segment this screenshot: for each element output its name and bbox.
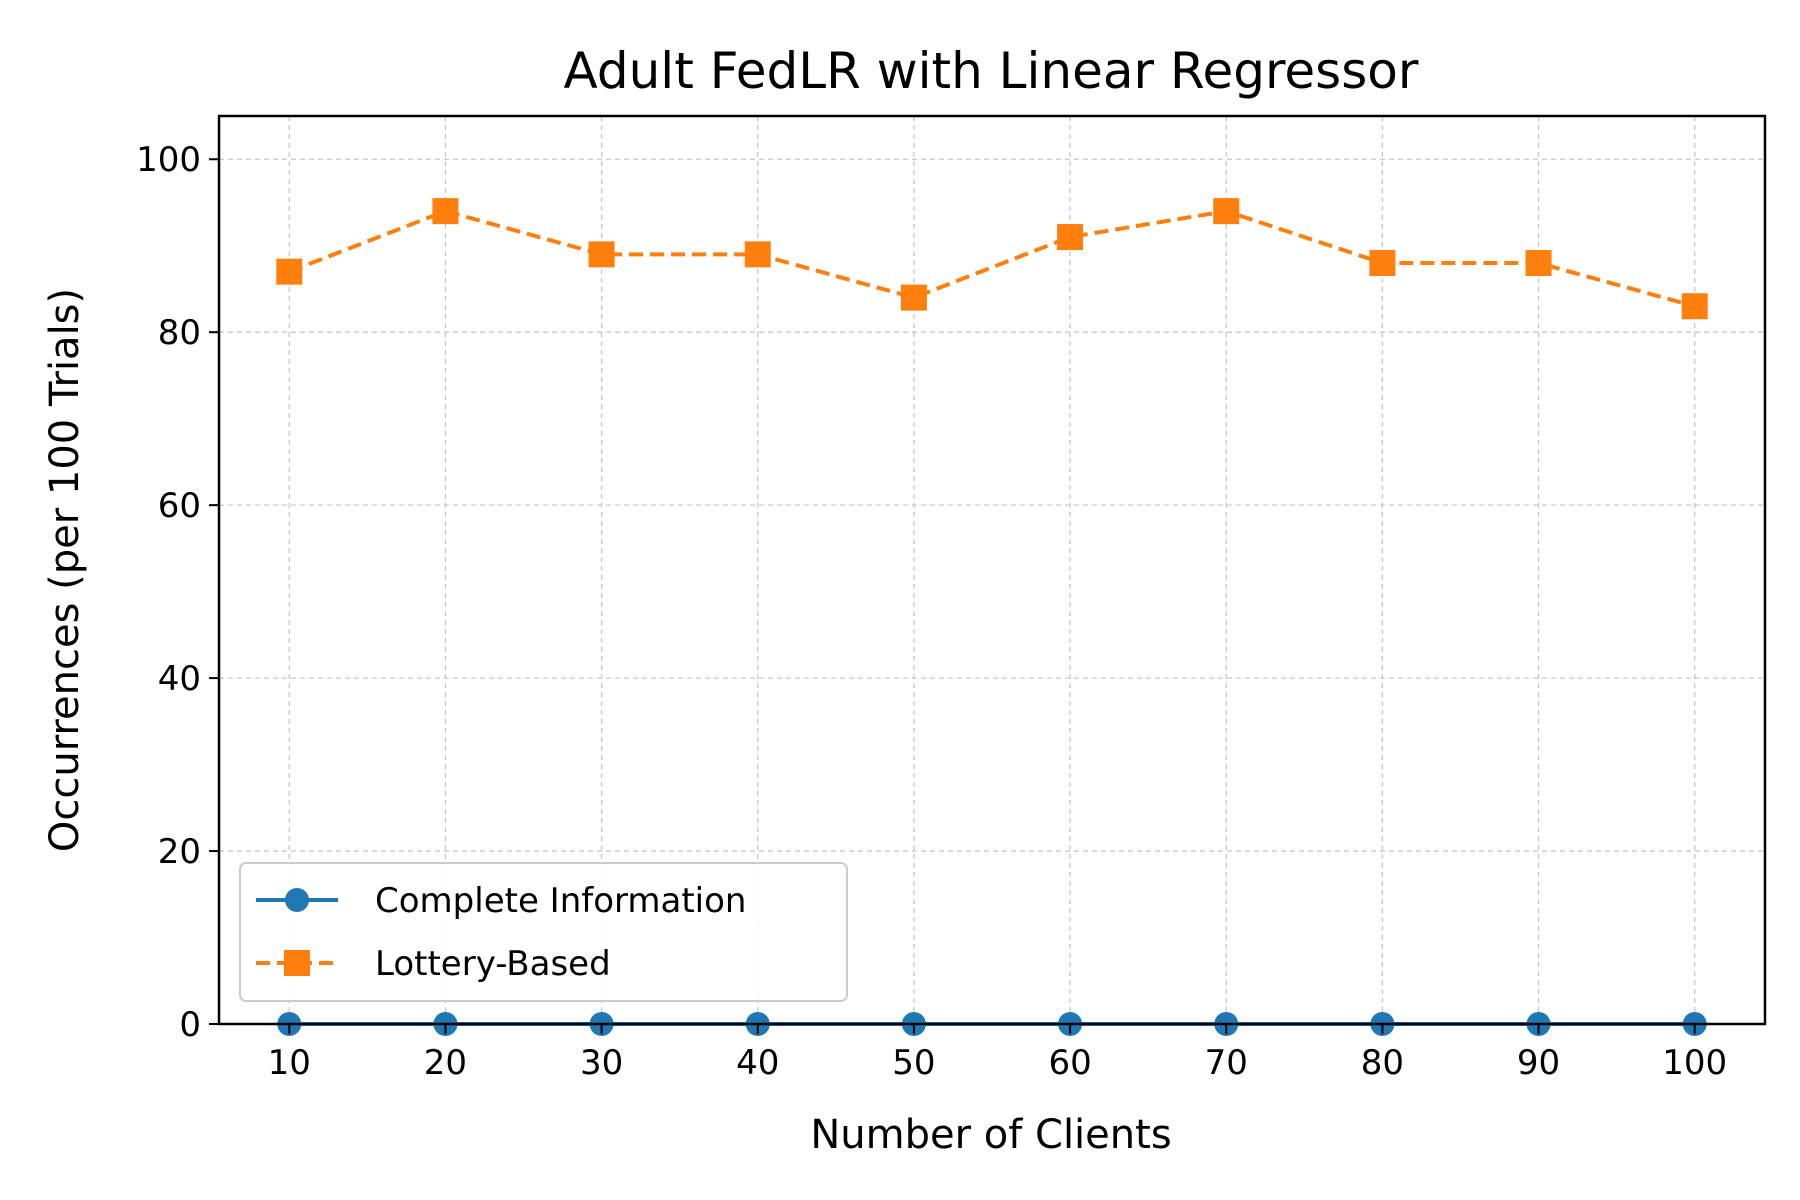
x-axis-label: Number of Clients: [810, 1112, 1171, 1158]
data-point-lottery-based: [432, 198, 459, 225]
legend-box: [239, 862, 848, 1002]
data-point-lottery-based: [1213, 198, 1240, 225]
x-tick-label: 60: [1048, 1043, 1091, 1083]
x-tick-label: 90: [1517, 1043, 1560, 1083]
data-point-lottery-based: [1681, 293, 1708, 320]
x-tick-label: 100: [1662, 1043, 1727, 1083]
y-tick-label: 60: [158, 486, 201, 526]
data-point-lottery-based: [276, 258, 303, 285]
legend-label-lottery-based: Lottery-Based: [375, 944, 611, 984]
plot-frame: [217, 114, 1767, 1026]
y-tick-label: 0: [179, 1005, 201, 1045]
chart-title: Adult FedLR with Linear Regressor: [564, 42, 1419, 100]
legend-marker-complete-information: [285, 888, 309, 912]
y-tick-label: 20: [158, 832, 201, 872]
x-tick-label: 50: [892, 1043, 935, 1083]
y-tick-label: 40: [158, 659, 201, 699]
data-point-lottery-based: [1369, 250, 1396, 277]
y-axis-label: Occurrences (per 100 Trials): [42, 288, 88, 852]
x-tick-label: 70: [1205, 1043, 1248, 1083]
data-point-lottery-based: [900, 284, 927, 311]
axis-ticks: 10 20 30 40 50 60 70 80 90 100 0 20 40 60 80 100: [136, 140, 1727, 1083]
x-tick-label: 80: [1361, 1043, 1404, 1083]
data-point-lottery-based: [1057, 224, 1084, 251]
data-point-lottery-based: [1525, 250, 1552, 277]
data-point-lottery-based: [588, 241, 615, 268]
legend-label-complete-information: Complete Information: [375, 881, 746, 921]
y-tick-label: 80: [158, 313, 201, 353]
legend: Complete Information Lottery-Based: [239, 862, 848, 1002]
x-tick-label: 20: [424, 1043, 467, 1083]
legend-marker-lottery-based: [284, 950, 310, 976]
y-tick-label: 100: [136, 140, 201, 180]
x-tick-label: 10: [268, 1043, 311, 1083]
x-tick-label: 40: [736, 1043, 779, 1083]
series-line-lottery-based: [288, 209, 1696, 309]
data-point-lottery-based: [744, 241, 771, 268]
x-tick-label: 30: [580, 1043, 623, 1083]
